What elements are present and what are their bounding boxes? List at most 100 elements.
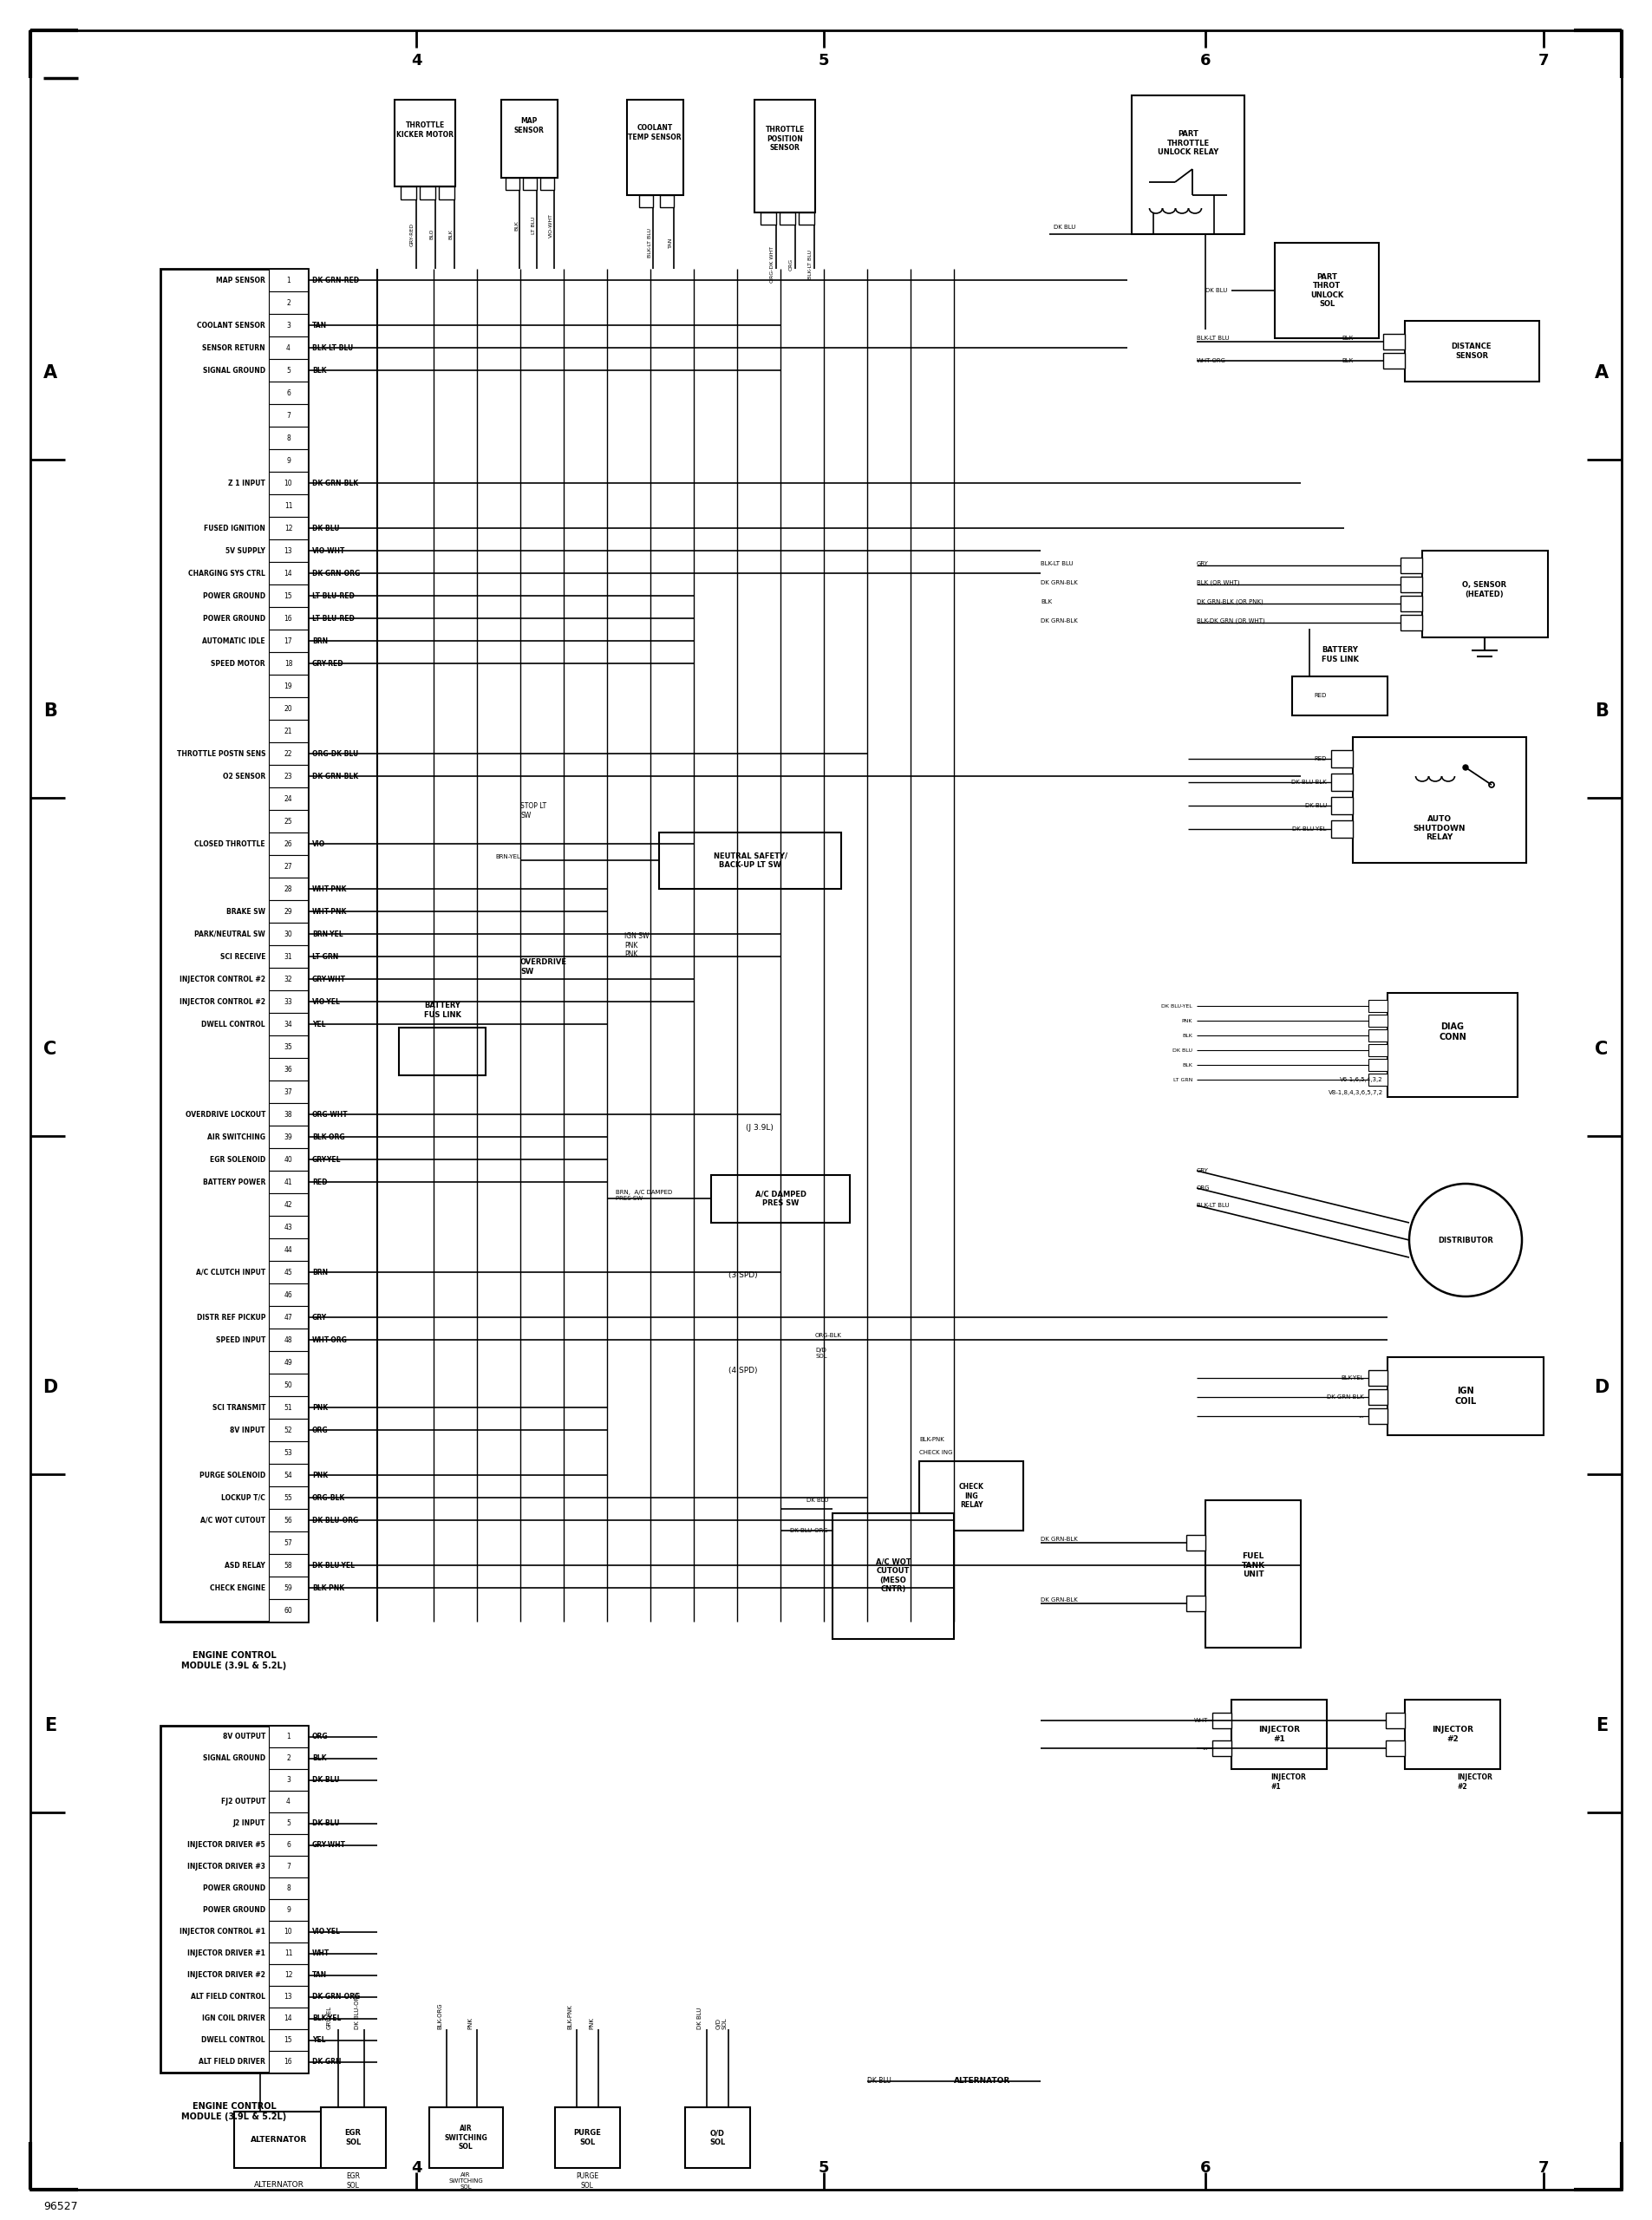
Bar <box>269 1878 307 1898</box>
Text: 12: 12 <box>284 1971 292 1978</box>
Text: DK BLU: DK BLU <box>1204 289 1227 293</box>
Bar <box>269 1792 307 1812</box>
Text: TAN: TAN <box>312 1971 327 1978</box>
Text: SIGNAL GROUND: SIGNAL GROUND <box>203 366 266 375</box>
Text: 22: 22 <box>284 750 292 757</box>
Bar <box>269 1965 307 1987</box>
Text: DK GRN-BLK: DK GRN-BLK <box>1327 1394 1365 1399</box>
Text: DK BLU-YEL: DK BLU-YEL <box>1161 1003 1193 1008</box>
Bar <box>269 653 307 675</box>
Text: 48: 48 <box>284 1336 292 1343</box>
Text: BLK-LT BLU: BLK-LT BLU <box>312 344 354 351</box>
Text: GRY-WHT: GRY-WHT <box>312 975 345 983</box>
Text: WHT-ORG: WHT-ORG <box>1196 357 1226 364</box>
Bar <box>1332 797 1353 815</box>
Text: DK BLU: DK BLU <box>312 1776 340 1785</box>
Text: 58: 58 <box>284 1561 292 1570</box>
Bar <box>269 1305 307 1328</box>
Text: 43: 43 <box>284 1223 292 1230</box>
Bar <box>269 1081 307 1103</box>
Text: LT BLU-RED: LT BLU-RED <box>312 593 355 599</box>
Bar <box>320 2107 387 2169</box>
Bar <box>1275 242 1379 337</box>
Bar <box>269 741 307 766</box>
Text: THROTTLE
POSITION
SENSOR: THROTTLE POSITION SENSOR <box>765 127 805 151</box>
Text: DISTR REF PICKUP: DISTR REF PICKUP <box>197 1314 266 1321</box>
Bar <box>1422 551 1548 637</box>
Bar <box>430 2107 502 2169</box>
Text: DWELL CONTROL: DWELL CONTROL <box>202 1021 266 1028</box>
Text: 28: 28 <box>284 886 292 892</box>
Text: DK GRN-BLK: DK GRN-BLK <box>312 773 358 779</box>
Text: SPEED INPUT: SPEED INPUT <box>216 1336 266 1343</box>
Text: 12: 12 <box>284 524 292 533</box>
Text: 4: 4 <box>411 2160 421 2176</box>
Text: DK BLU: DK BLU <box>312 1820 340 1827</box>
Text: O, SENSOR
(HEATED): O, SENSOR (HEATED) <box>1462 582 1507 597</box>
Text: INJECTOR CONTROL #2: INJECTOR CONTROL #2 <box>180 997 266 1006</box>
Bar <box>269 1035 307 1059</box>
Text: D: D <box>1594 1379 1609 1396</box>
Text: ALT FIELD DRIVER: ALT FIELD DRIVER <box>198 2058 266 2065</box>
Text: WHT-PNK: WHT-PNK <box>312 886 347 892</box>
Text: COOLANT
TEMP SENSOR: COOLANT TEMP SENSOR <box>628 124 682 142</box>
Bar <box>269 766 307 788</box>
Text: DK BLU-ORG: DK BLU-ORG <box>790 1527 828 1534</box>
Text: ORG-BLK: ORG-BLK <box>312 1494 345 1501</box>
Text: 9: 9 <box>286 457 291 464</box>
Bar <box>555 2107 620 2169</box>
Bar <box>269 1217 307 1239</box>
Bar <box>269 382 307 404</box>
Text: 19: 19 <box>284 682 292 690</box>
Text: V8-1,8,4,3,6,5,7,2: V8-1,8,4,3,6,5,7,2 <box>1328 1090 1383 1094</box>
Text: 2: 2 <box>286 1754 291 1763</box>
Bar <box>659 195 674 206</box>
Bar <box>639 195 653 206</box>
Text: AIR SWITCHING: AIR SWITCHING <box>206 1132 266 1141</box>
Text: 3: 3 <box>286 1776 291 1785</box>
Bar <box>398 1028 486 1074</box>
Bar <box>269 1239 307 1261</box>
Bar <box>269 1374 307 1396</box>
Text: IGN SW
PNK
PNK: IGN SW PNK PNK <box>624 932 649 959</box>
Bar <box>395 100 456 186</box>
Text: A/C DAMPED
PRES SW: A/C DAMPED PRES SW <box>755 1190 806 1208</box>
Text: 59: 59 <box>284 1583 292 1592</box>
Text: 10: 10 <box>284 480 292 486</box>
Bar <box>269 404 307 426</box>
Text: O2 SENSOR: O2 SENSOR <box>223 773 266 779</box>
Bar <box>269 899 307 924</box>
Text: 50: 50 <box>284 1381 292 1390</box>
Text: GRY-YEL: GRY-YEL <box>327 2005 332 2029</box>
Bar <box>269 1856 307 1878</box>
Text: PURGE
SOL: PURGE SOL <box>577 2173 598 2189</box>
Bar <box>269 1898 307 1920</box>
Text: 11: 11 <box>284 502 292 508</box>
Text: BLK-LT BLU: BLK-LT BLU <box>1196 335 1229 342</box>
Text: INJECTOR
#2: INJECTOR #2 <box>1432 1725 1474 1743</box>
Text: GRY: GRY <box>1196 1168 1209 1174</box>
Text: BLK-PNK: BLK-PNK <box>312 1583 344 1592</box>
Text: 30: 30 <box>284 930 292 937</box>
Bar <box>501 100 558 178</box>
Text: DK BLU: DK BLU <box>806 1498 828 1503</box>
Text: PNK: PNK <box>1181 1019 1193 1023</box>
Bar <box>1368 1059 1388 1070</box>
Text: SCI RECEIVE: SCI RECEIVE <box>220 952 266 961</box>
Bar <box>269 719 307 741</box>
Bar <box>269 337 307 360</box>
Text: 24: 24 <box>284 795 292 804</box>
Text: 14: 14 <box>284 2014 292 2022</box>
Text: GRY: GRY <box>1196 562 1209 566</box>
Text: 2: 2 <box>286 300 291 306</box>
Text: VIO-YEL: VIO-YEL <box>312 997 340 1006</box>
Text: DK GRN-BLK: DK GRN-BLK <box>1041 1536 1077 1543</box>
Text: DK BLU: DK BLU <box>312 524 340 533</box>
Text: BLK: BLK <box>448 229 453 240</box>
Text: O/D
SOL: O/D SOL <box>715 2018 727 2029</box>
Text: 27: 27 <box>284 861 292 870</box>
Bar <box>1386 1712 1404 1729</box>
Text: BLK: BLK <box>312 1754 327 1763</box>
Text: YEL: YEL <box>312 2036 325 2045</box>
Bar <box>1388 992 1518 1097</box>
